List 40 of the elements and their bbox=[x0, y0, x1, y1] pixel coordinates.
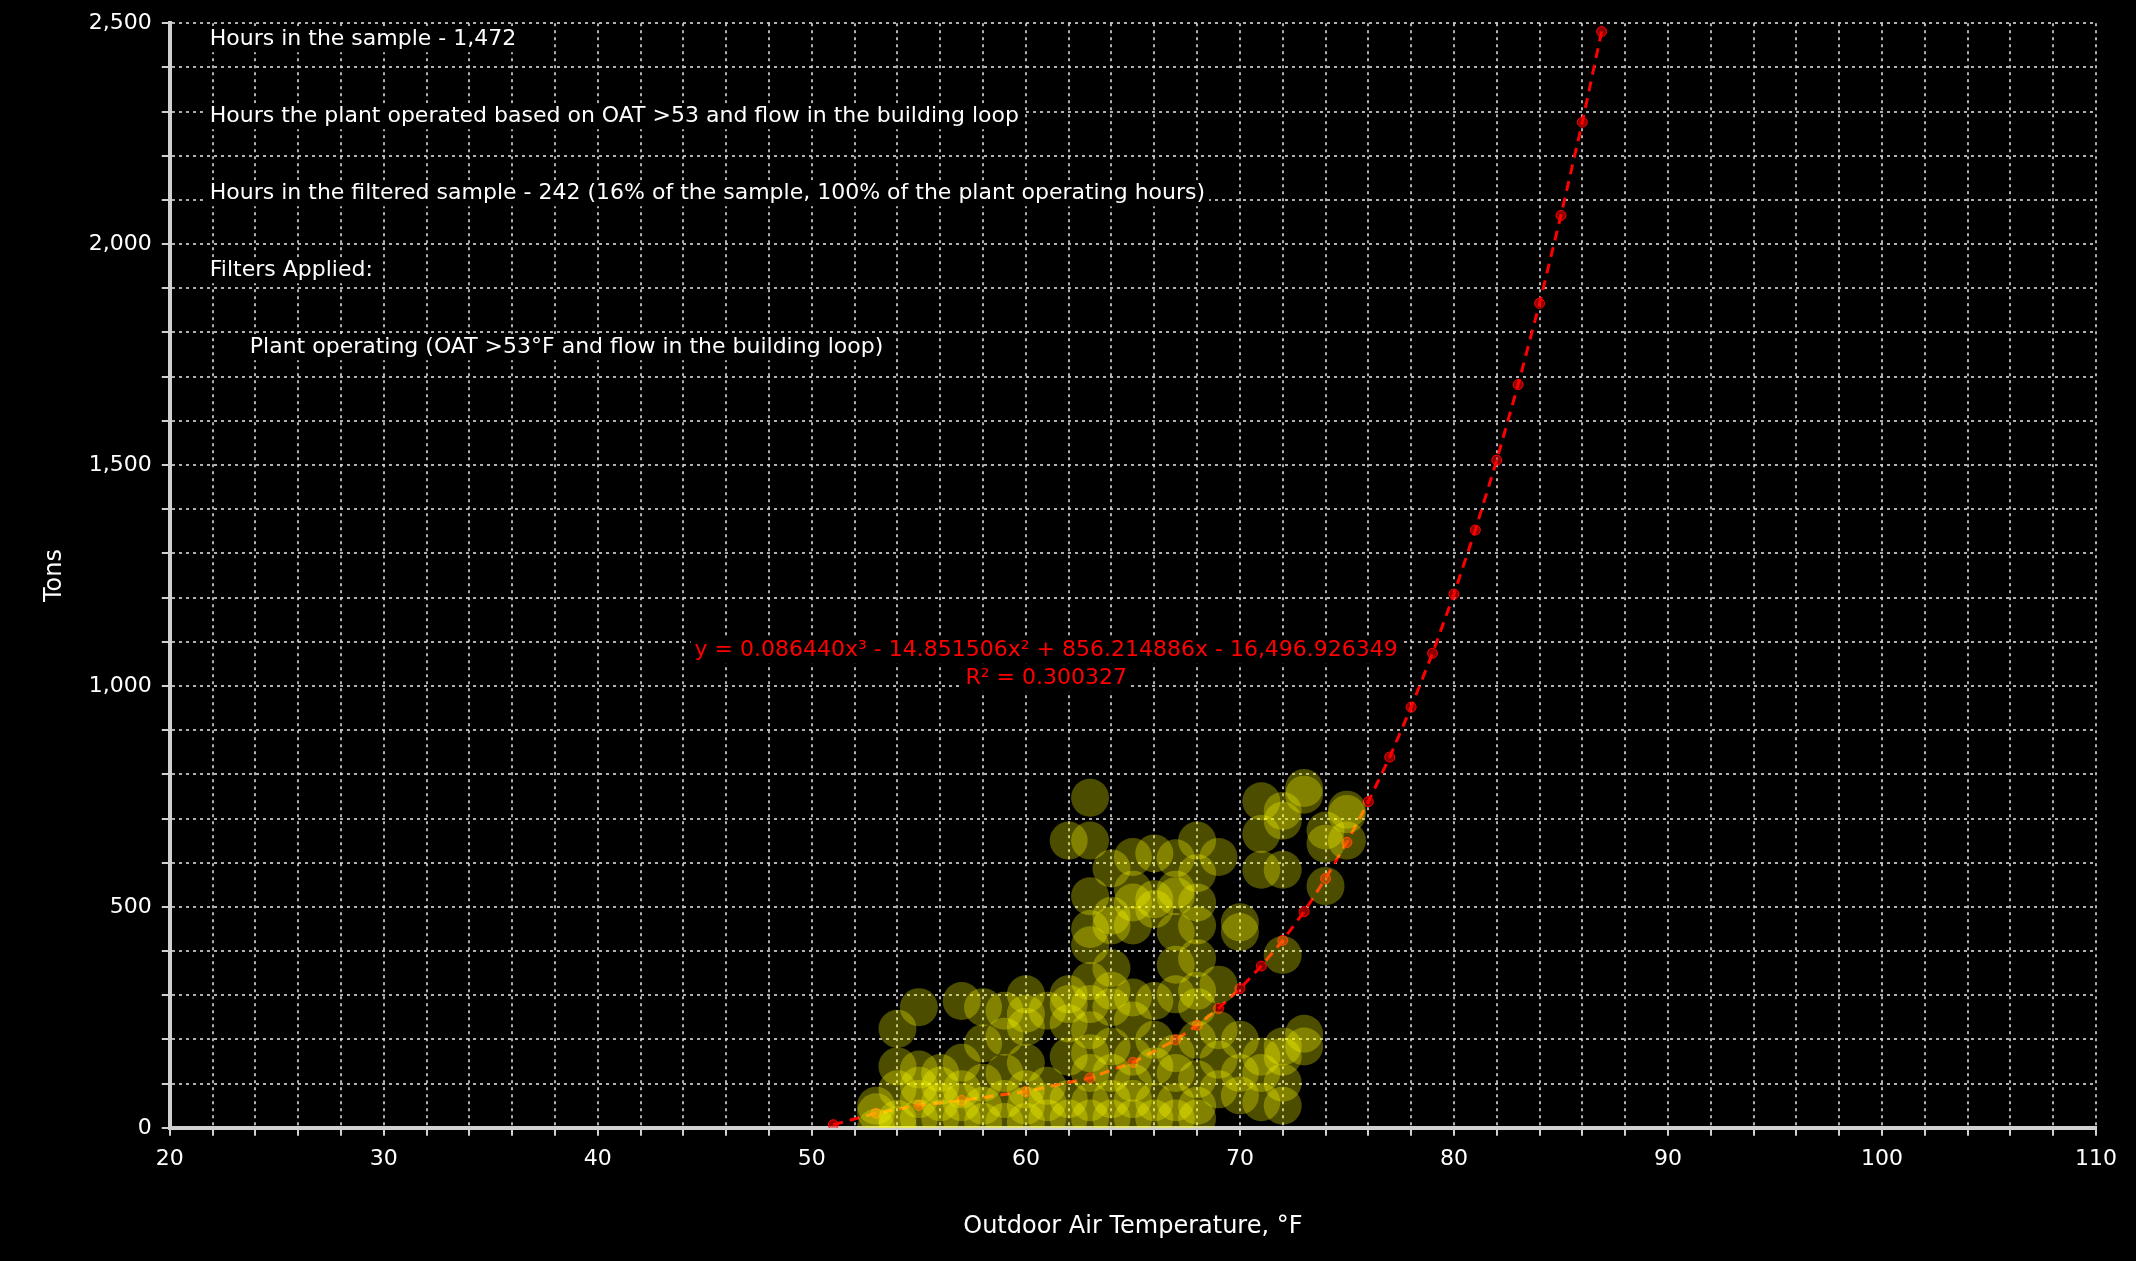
x-tick-label: 70 bbox=[1225, 1144, 1254, 1170]
y-tick-label: 2,000 bbox=[88, 229, 152, 255]
annotation: Hours the plant operated based on OAT >53 and flow in the building loop bbox=[209, 101, 1019, 127]
x-tick-label: 30 bbox=[369, 1144, 398, 1170]
annotation: Filters Applied: bbox=[209, 255, 373, 281]
x-tick-label: 90 bbox=[1653, 1144, 1682, 1170]
point bbox=[1427, 647, 1439, 659]
point bbox=[1384, 751, 1396, 763]
point bbox=[1362, 796, 1374, 808]
x-axis-title: Outdoor Air Temperature, °F bbox=[963, 1210, 1303, 1239]
y-tick-label: 0 bbox=[137, 1113, 152, 1139]
x-tick-label: 40 bbox=[583, 1144, 612, 1170]
point bbox=[1448, 588, 1460, 600]
point bbox=[827, 1119, 839, 1128]
x-tick-label: 80 bbox=[1439, 1144, 1468, 1170]
point bbox=[1255, 960, 1267, 972]
y-tick-label: 2,500 bbox=[88, 8, 152, 34]
annotation: R² = 0.300327 bbox=[965, 664, 1127, 690]
point bbox=[1298, 906, 1310, 918]
x-tick-label: 60 bbox=[1011, 1144, 1040, 1170]
annotation: Hours in the sample - 1,472 bbox=[209, 24, 517, 50]
y-tick-label: 500 bbox=[109, 892, 152, 918]
x-tick-label: 100 bbox=[1860, 1144, 1903, 1170]
y-tick-label: 1,500 bbox=[88, 450, 152, 476]
x-tick-label: 20 bbox=[155, 1144, 184, 1170]
point bbox=[1596, 26, 1608, 38]
annotation: Plant operating (OAT >53°F and flow in the building loop) bbox=[249, 332, 884, 358]
point bbox=[1555, 209, 1567, 221]
y-axis-title: Tons bbox=[38, 549, 67, 603]
x-tick-label: 110 bbox=[2075, 1144, 2117, 1170]
point bbox=[1512, 379, 1524, 391]
point bbox=[1534, 297, 1546, 309]
point bbox=[1405, 701, 1417, 713]
point bbox=[1469, 524, 1481, 536]
annotation: y = 0.086440x³ - 14.851506x² + 856.214886x - 16,496.926349 bbox=[694, 636, 1398, 662]
point bbox=[1491, 454, 1503, 466]
point bbox=[1576, 116, 1588, 128]
x-tick-label: 50 bbox=[797, 1144, 826, 1170]
annotation: Hours in the filtered sample - 242 (16% of the sample, 100% of the plant operating hours) bbox=[209, 178, 1206, 204]
y-tick-label: 1,000 bbox=[88, 671, 152, 697]
